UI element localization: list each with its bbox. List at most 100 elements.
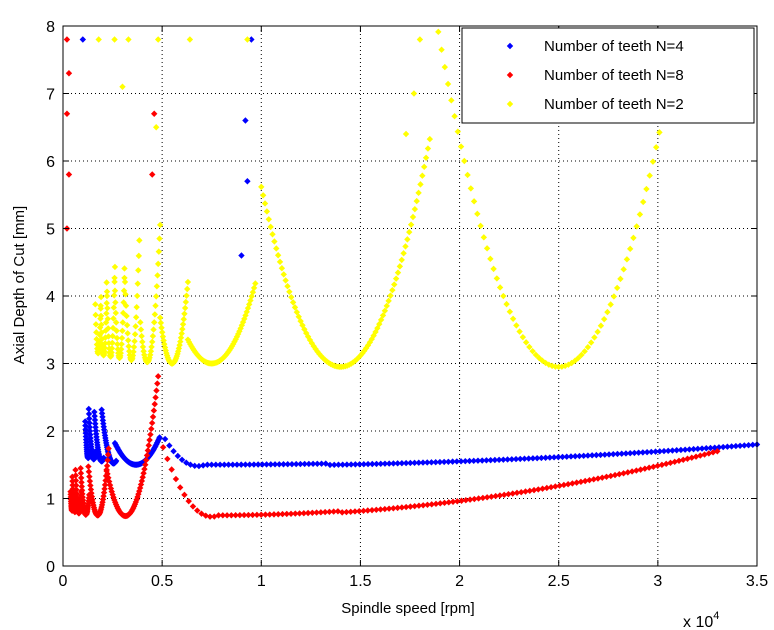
- data-point: [91, 416, 99, 424]
- data-point: [620, 266, 627, 273]
- data-point: [641, 465, 649, 472]
- data-point: [416, 36, 424, 43]
- data-point: [352, 461, 359, 468]
- data-point: [143, 452, 151, 459]
- data-point: [448, 97, 455, 104]
- data-point: [622, 450, 630, 457]
- data-point: [138, 477, 146, 485]
- data-point: [259, 461, 266, 468]
- data-point: [111, 274, 118, 282]
- data-point: [410, 90, 418, 97]
- data-point: [356, 461, 363, 468]
- data-point: [513, 489, 521, 497]
- data-point: [522, 488, 529, 495]
- data-point: [351, 508, 359, 515]
- data-point: [464, 171, 471, 179]
- data-point: [543, 484, 551, 492]
- data-point: [245, 511, 252, 519]
- data-point: [584, 452, 592, 459]
- data-point: [252, 280, 259, 287]
- data-point: [96, 338, 103, 345]
- data-point: [138, 332, 145, 340]
- data-point: [87, 482, 94, 489]
- data-point: [271, 238, 278, 245]
- data-point: [470, 457, 477, 465]
- data-point: [140, 470, 147, 477]
- data-point: [505, 490, 512, 498]
- data-point: [613, 284, 621, 292]
- data-point: [103, 288, 111, 295]
- data-point: [92, 321, 100, 328]
- data-point: [512, 455, 520, 463]
- legend-marker: [506, 100, 514, 108]
- data-point: [406, 228, 413, 236]
- data-point: [400, 250, 407, 257]
- data-point: [132, 314, 140, 321]
- data-point: [394, 460, 401, 467]
- data-point: [92, 420, 99, 427]
- data-point: [212, 461, 220, 468]
- data-point: [719, 443, 727, 451]
- data-point: [139, 338, 146, 346]
- data-point: [568, 359, 575, 367]
- data-point: [136, 237, 143, 244]
- data-point: [677, 446, 685, 454]
- data-point: [454, 498, 461, 505]
- data-point: [103, 299, 110, 307]
- data-point: [65, 171, 73, 178]
- data-point: [152, 394, 159, 401]
- data-point: [170, 448, 177, 455]
- data-point: [151, 319, 158, 326]
- data-point: [593, 451, 600, 459]
- data-point: [131, 338, 138, 345]
- x-tick-label: 2: [455, 573, 464, 590]
- data-point: [78, 488, 85, 495]
- data-point: [153, 387, 160, 394]
- data-point: [135, 252, 143, 260]
- data-point: [91, 408, 98, 416]
- data-point: [78, 474, 85, 482]
- data-point: [82, 418, 89, 425]
- data-point: [626, 245, 634, 253]
- x-tick-label: 3: [653, 573, 662, 590]
- data-point: [419, 172, 426, 179]
- data-point: [104, 451, 112, 458]
- data-point: [124, 330, 131, 337]
- data-point: [387, 292, 394, 299]
- data-point: [292, 460, 300, 468]
- data-point: [246, 461, 253, 468]
- data-point: [92, 427, 100, 434]
- data-point: [561, 362, 569, 370]
- data-point: [187, 461, 194, 468]
- data-point: [445, 458, 452, 465]
- data-point: [373, 506, 380, 513]
- data-point: [189, 503, 197, 510]
- data-point: [111, 287, 119, 294]
- data-point: [509, 490, 516, 497]
- data-point: [120, 287, 128, 294]
- data-point: [125, 36, 132, 43]
- data-point: [137, 319, 144, 326]
- data-point: [480, 234, 488, 241]
- data-point: [449, 458, 456, 465]
- data-point: [121, 274, 128, 282]
- data-point: [102, 472, 110, 480]
- data-point: [707, 444, 714, 452]
- data-point: [97, 293, 105, 301]
- data-point: [119, 83, 126, 90]
- data-point: [121, 278, 129, 286]
- data-point: [643, 185, 650, 193]
- data-point: [86, 415, 93, 422]
- data-point: [137, 326, 145, 333]
- data-point: [587, 339, 595, 346]
- data-point: [113, 319, 120, 326]
- data-point: [293, 308, 301, 316]
- data-point: [665, 447, 672, 455]
- data-point: [166, 442, 173, 449]
- data-point: [673, 447, 680, 454]
- data-point: [248, 36, 255, 43]
- data-point: [402, 459, 410, 467]
- data-point: [85, 468, 93, 475]
- data-point: [102, 334, 109, 341]
- data-point: [103, 279, 110, 286]
